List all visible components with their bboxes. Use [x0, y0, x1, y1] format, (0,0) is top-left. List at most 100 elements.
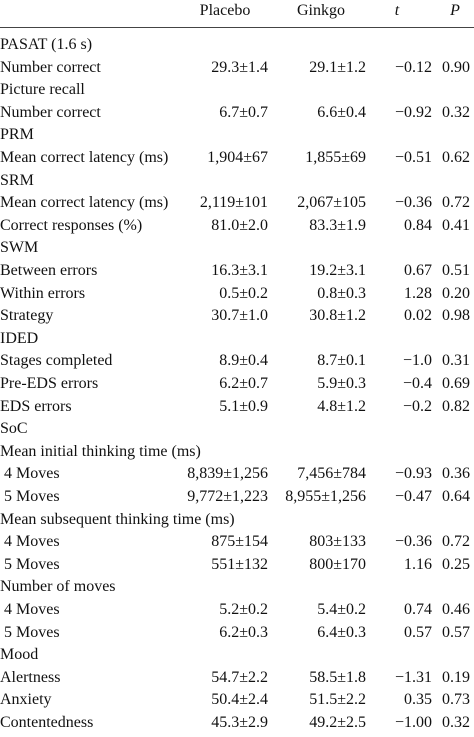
row-label: Within errors — [0, 284, 86, 302]
cell-value: 8,839±1,256 — [187, 465, 268, 483]
row-label: Mean correct latency (ms) — [0, 194, 169, 212]
cell-value: 0.19 — [442, 668, 470, 686]
cell-value: 0.5±0.2 — [219, 284, 268, 302]
row-label: Strategy — [0, 307, 54, 325]
cell-value: −0.92 — [394, 103, 432, 121]
cell-value: 0.02 — [404, 307, 432, 325]
cell-value: 45.3±2.9 — [211, 714, 268, 731]
cell-value: 30.7±1.0 — [211, 307, 268, 325]
cell-value: 0.25 — [442, 555, 470, 573]
row-label: Contentedness — [0, 714, 94, 731]
cell-value: 0.32 — [442, 103, 470, 121]
cell-value: 1,904±67 — [207, 149, 268, 166]
section-label: Mean initial thinking time (ms) — [0, 442, 201, 460]
section-label: PASAT (1.6 s) — [0, 36, 93, 53]
cell-value: 0.90 — [442, 58, 470, 76]
row-label: 4 Moves — [0, 533, 60, 551]
cell-value: 551±132 — [211, 555, 268, 573]
section-label: Picture recall — [0, 81, 85, 99]
row-label: Between errors — [0, 262, 98, 279]
row-label: Number correct — [0, 103, 101, 121]
section-label: Number of moves — [0, 578, 116, 596]
cell-value: −0.47 — [394, 488, 432, 505]
cell-value: −0.36 — [394, 194, 432, 212]
cell-value: 6.6±0.4 — [317, 103, 366, 121]
cell-value: 5.2±0.2 — [219, 601, 268, 618]
cell-value: 8.7±0.1 — [317, 352, 366, 370]
cell-value: 0.57 — [404, 623, 432, 641]
cell-value: 0.69 — [442, 375, 470, 392]
column-header: Placebo — [199, 2, 251, 19]
cell-value: 4.8±1.2 — [317, 397, 366, 415]
cell-value: 83.3±1.9 — [309, 216, 366, 234]
cell-value: 7,456±784 — [297, 465, 366, 483]
header-rule — [0, 27, 474, 28]
cell-value: 0.62 — [442, 149, 470, 166]
cell-value: −1.0 — [402, 352, 432, 370]
cell-value: −0.51 — [394, 149, 432, 166]
cell-value: 8,955±1,256 — [285, 488, 366, 505]
section-label: SoC — [0, 420, 28, 438]
cell-value: −1.00 — [394, 714, 432, 731]
cell-value: −0.4 — [402, 375, 432, 392]
cell-value: 49.2±2.5 — [309, 714, 366, 731]
cell-value: −1.31 — [394, 668, 432, 686]
cell-value: 5.9±0.3 — [317, 375, 366, 392]
cell-value: 1.16 — [404, 555, 432, 573]
cell-value: 51.5±2.2 — [309, 691, 366, 709]
section-label: SRM — [0, 171, 34, 189]
cell-value: −0.12 — [394, 58, 432, 76]
cell-value: 5.1±0.9 — [219, 397, 268, 415]
cell-value: 875±154 — [211, 533, 268, 551]
cell-value: 0.72 — [442, 194, 470, 212]
cell-value: 16.3±3.1 — [211, 262, 268, 279]
cell-value: 0.82 — [442, 397, 470, 415]
cell-value: 58.5±1.8 — [309, 668, 366, 686]
cell-value: 0.32 — [442, 714, 470, 731]
row-label: EDS errors — [0, 397, 72, 415]
cell-value: −0.93 — [394, 465, 432, 483]
cell-value: 0.51 — [442, 262, 470, 279]
column-header: P — [450, 2, 460, 19]
cell-value: 0.36 — [442, 465, 470, 483]
row-label: Mean correct latency (ms) — [0, 149, 169, 166]
cell-value: 81.0±2.0 — [211, 216, 268, 234]
cell-value: 1,855±69 — [305, 149, 366, 166]
cell-value: 0.74 — [404, 601, 432, 618]
row-label: Pre-EDS errors — [0, 375, 99, 392]
cell-value: −0.2 — [402, 397, 432, 415]
cell-value: −0.36 — [394, 533, 432, 551]
cell-value: 0.35 — [404, 691, 432, 709]
cell-value: 5.4±0.2 — [317, 601, 366, 618]
cell-value: 8.9±0.4 — [219, 352, 268, 370]
cell-value: 803±133 — [309, 533, 366, 551]
cell-value: 0.67 — [404, 262, 432, 279]
cell-value: 30.8±1.2 — [309, 307, 366, 325]
section-label: IDED — [0, 329, 39, 347]
row-label: Anxiety — [0, 691, 52, 709]
row-label: Stages completed — [0, 352, 113, 370]
cell-value: 1.28 — [404, 284, 432, 302]
cell-value: 29.3±1.4 — [211, 58, 268, 76]
section-label: SWM — [0, 239, 39, 257]
cell-value: 6.2±0.3 — [219, 623, 268, 641]
row-label: 5 Moves — [0, 623, 60, 641]
cell-value: 29.1±1.2 — [309, 58, 366, 76]
cell-value: 2,067±105 — [297, 194, 366, 212]
row-label: 5 Moves — [0, 488, 60, 505]
row-label: Number correct — [0, 58, 101, 76]
cell-value: 0.31 — [442, 352, 470, 370]
column-header: t — [394, 2, 400, 19]
cell-value: 0.72 — [442, 533, 470, 551]
cell-value: 800±170 — [309, 555, 366, 573]
cell-value: 0.8±0.3 — [317, 284, 366, 302]
row-label: Correct responses (%) — [0, 216, 143, 234]
cell-value: 2,119±101 — [199, 194, 268, 212]
cell-value: 0.73 — [442, 691, 470, 709]
row-label: 4 Moves — [0, 465, 60, 483]
cell-value: 9,772±1,223 — [187, 488, 268, 505]
row-label: 4 Moves — [0, 601, 60, 618]
cell-value: 0.46 — [442, 601, 470, 618]
cell-value: 0.20 — [442, 284, 470, 302]
